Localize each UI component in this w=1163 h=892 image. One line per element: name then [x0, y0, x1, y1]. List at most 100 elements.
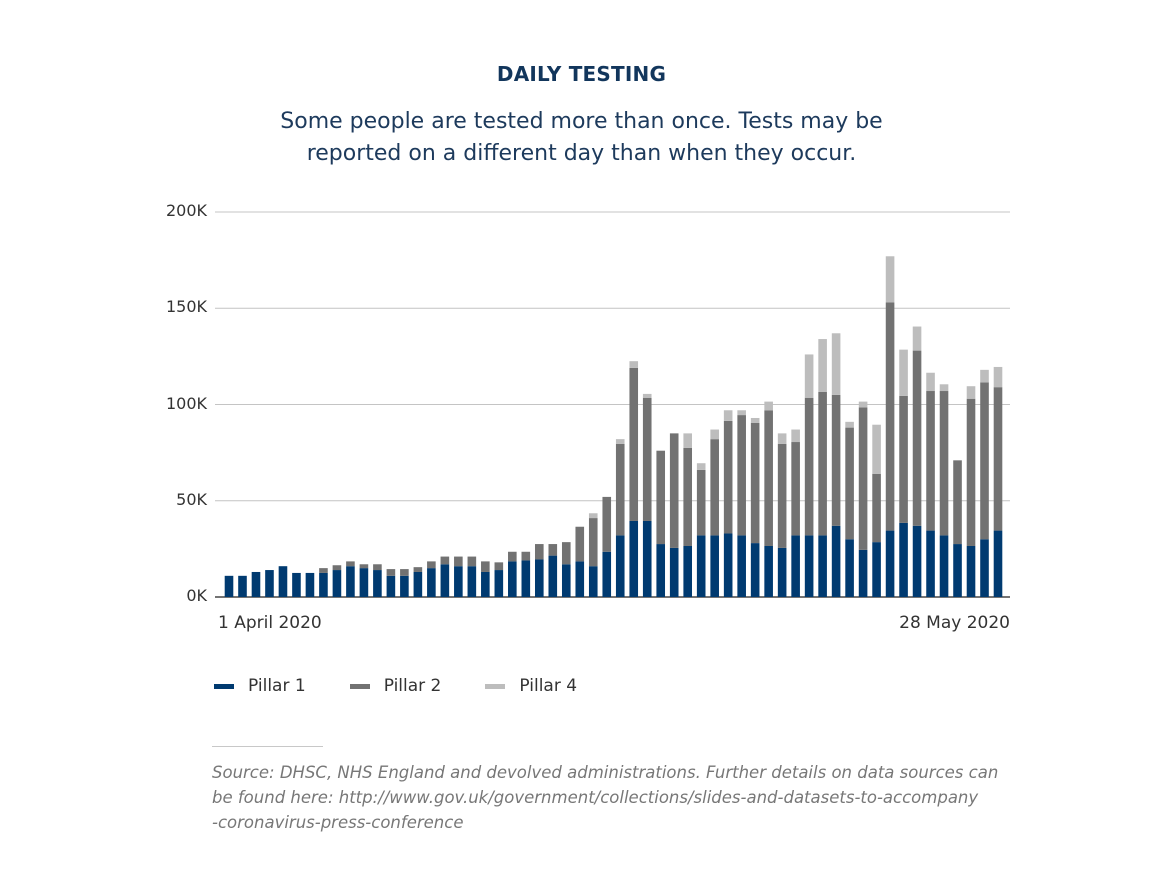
legend-swatch	[349, 683, 370, 689]
bar-pillar-2	[359, 564, 369, 569]
bar-pillar-2	[332, 565, 342, 571]
source-divider	[212, 746, 323, 747]
y-tick-label: 150K	[165, 297, 207, 317]
bar-pillar-2	[926, 391, 935, 531]
bar-pillar-1	[710, 535, 719, 597]
bar-pillar-1	[588, 566, 598, 597]
source-line: be found here: http://www.gov.uk/governm…	[212, 788, 979, 807]
bar-pillar-2	[561, 542, 571, 565]
bar-pillar-2	[548, 544, 558, 556]
bar-pillar-2	[980, 382, 989, 540]
bar-pillar-1	[615, 535, 625, 597]
legend-label: Pillar 4	[519, 676, 578, 696]
bar-pillar-1	[238, 575, 247, 597]
bar-pillar-1	[319, 572, 328, 597]
bar-pillar-4	[926, 372, 935, 392]
legend-item-pillar-1: Pillar 1	[214, 676, 306, 696]
bar-pillar-4	[845, 421, 854, 428]
bar-pillar-4	[642, 393, 652, 398]
bar-pillar-2	[454, 556, 463, 567]
bar-pillar-4	[818, 339, 827, 392]
bar-pillar-4	[939, 384, 949, 392]
bar-pillar-4	[791, 429, 800, 443]
bar-pillar-1	[966, 545, 976, 597]
bar-pillar-2	[575, 526, 585, 562]
bar-pillar-2	[966, 398, 976, 546]
bar-pillar-4	[777, 433, 787, 444]
legend-label: Pillar 2	[383, 676, 442, 696]
y-tick-label: 50K	[176, 489, 207, 509]
bar-pillar-2	[804, 397, 814, 536]
bar-pillar-4	[912, 326, 922, 351]
bar-pillar-1	[454, 566, 463, 597]
bar-pillar-1	[804, 535, 814, 597]
subtitle-line: Some people are tested more than once. T…	[280, 109, 883, 134]
bar-pillar-1	[899, 522, 908, 597]
legend-item-pillar-4: Pillar 4	[485, 676, 577, 696]
bar-pillar-1	[292, 572, 301, 597]
bar-pillar-1	[669, 547, 679, 597]
bar-pillar-2	[710, 439, 719, 536]
bar-pillar-4	[804, 354, 814, 398]
bar-pillar-1	[224, 575, 234, 597]
bar-pillar-2	[427, 561, 436, 569]
bar-pillar-2	[319, 568, 328, 573]
bar-pillar-1	[534, 559, 544, 597]
bar-pillar-1	[575, 561, 585, 597]
legend-swatch	[214, 683, 234, 689]
bar-pillar-1	[912, 525, 922, 597]
bar-pillar-1	[332, 570, 342, 597]
bar-pillar-1	[683, 545, 693, 597]
bar-pillar-4	[831, 333, 841, 395]
bar-pillar-1	[386, 575, 396, 597]
bar-pillar-4	[588, 513, 598, 519]
chart-subtitle: Some people are tested more than once. T…	[0, 106, 1163, 170]
bar-pillar-4	[764, 401, 773, 411]
bar-pillar-1	[939, 535, 949, 597]
bar-pillar-2	[818, 391, 827, 536]
bar-pillar-4	[885, 256, 895, 303]
bar-pillar-1	[346, 566, 355, 597]
bar-pillar-2	[508, 551, 517, 562]
bar-pillar-2	[467, 556, 477, 567]
bar-pillar-2	[386, 569, 396, 576]
y-tick-label: 200K	[165, 201, 207, 220]
bar-pillar-1	[427, 568, 436, 597]
bar-pillar-1	[373, 570, 382, 597]
bar-pillar-4	[899, 349, 908, 396]
bar-pillar-1	[872, 542, 881, 597]
bar-pillar-4	[710, 429, 719, 440]
bar-pillar-1	[696, 535, 706, 597]
bar-pillar-2	[993, 387, 1003, 531]
bar-pillar-1	[737, 535, 746, 597]
bar-pillar-2	[481, 561, 490, 572]
bar-pillar-2	[939, 391, 949, 536]
bar-pillar-1	[791, 535, 800, 597]
bar-pillar-1	[642, 520, 652, 597]
bar-pillar-1	[750, 543, 760, 597]
bar-pillar-1	[521, 560, 531, 597]
bar-pillar-4	[737, 410, 746, 416]
bar-pillar-4	[750, 417, 760, 423]
bar-pillar-4	[858, 401, 868, 408]
legend-label: Pillar 1	[248, 676, 306, 696]
bar-pillar-1	[885, 530, 895, 597]
bar-pillar-1	[359, 568, 369, 597]
bar-pillar-1	[265, 570, 274, 597]
bar-pillar-2	[346, 561, 355, 567]
bar-pillar-1	[508, 561, 517, 597]
legend: Pillar 1 Pillar 2 Pillar 4	[214, 676, 621, 696]
bar-pillar-1	[494, 570, 504, 597]
bar-pillar-4	[872, 424, 881, 474]
bar-pillar-2	[534, 544, 544, 560]
bar-pillar-1	[818, 535, 827, 597]
bar-pillar-2	[885, 302, 895, 531]
bar-pillar-1	[561, 564, 571, 597]
bar-pillar-2	[737, 415, 746, 536]
bar-pillar-2	[953, 460, 962, 545]
bar-pillar-1	[980, 539, 989, 597]
bar-pillar-1	[777, 547, 787, 597]
bar-pillar-2	[791, 442, 800, 536]
bar-pillar-1	[278, 566, 288, 597]
